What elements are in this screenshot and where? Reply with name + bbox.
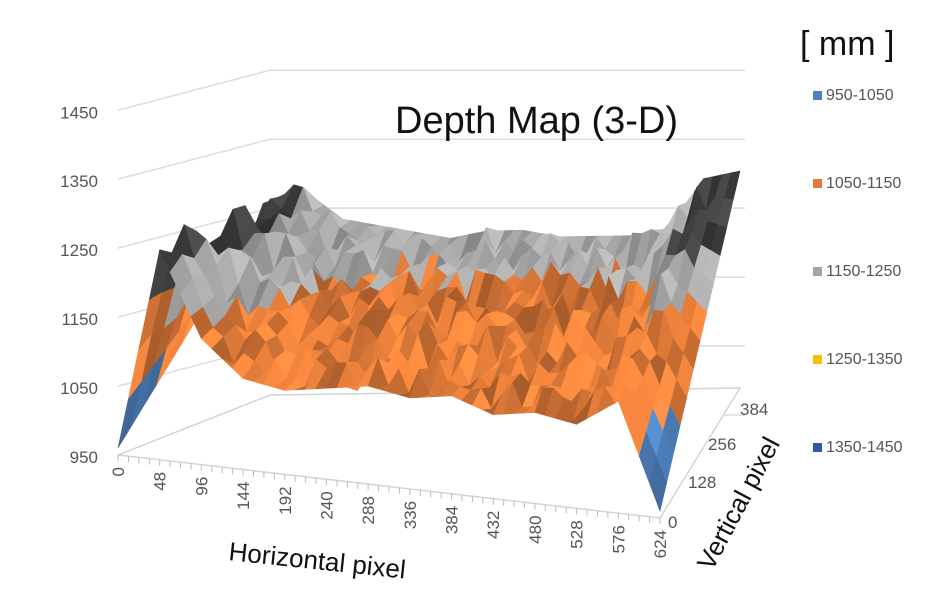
chart-title: Depth Map (3-D) (395, 100, 678, 142)
x-tick-label: 576 (609, 525, 628, 553)
x-tick-label: 528 (568, 520, 587, 548)
x-tick-label: 0 (109, 467, 128, 476)
x-axis-ticks: 0 48 96 144 192 240 288 336 384 432 480 528 576 624 (109, 467, 670, 558)
z-tick-label: 1350 (60, 172, 98, 191)
legend-swatch (813, 355, 822, 364)
depth-surface (117, 170, 741, 513)
legend: 950-1050 1050-1150 1150-1250 1250-1350 1350-… (813, 87, 903, 456)
z-tick-label: 1450 (60, 103, 98, 122)
y-tick-label: 128 (688, 473, 716, 492)
y-tick-label: 0 (668, 513, 677, 532)
surface-patch (649, 456, 668, 513)
unit-label: [ mm ] (800, 25, 894, 63)
z-gridline (117, 138, 745, 180)
x-tick-label: 624 (651, 530, 670, 558)
z-tick-label: 1250 (60, 241, 98, 260)
z-gridline (117, 69, 745, 111)
legend-label: 950-1050 (826, 87, 894, 104)
x-tick-label: 384 (443, 506, 462, 534)
legend-label: 1250-1350 (826, 351, 903, 368)
legend-label: 1350-1450 (826, 439, 903, 456)
legend-swatch (813, 91, 822, 100)
x-tick-label: 48 (151, 472, 170, 491)
y-tick-label: 256 (708, 435, 736, 454)
z-tick-label: 1050 (60, 379, 98, 398)
legend-swatch (813, 267, 822, 276)
x-tick-label: 288 (359, 496, 378, 524)
x-tick-label: 336 (401, 501, 420, 529)
legend-label: 1150-1250 (826, 263, 901, 280)
z-axis-ticks: 1450 1350 1250 1150 1050 950 (60, 103, 98, 467)
x-tick-label: 432 (484, 511, 503, 539)
legend-label: 1050-1150 (826, 175, 901, 192)
chart-floor (117, 387, 742, 524)
z-tick-label: 950 (70, 448, 98, 467)
x-tick-label: 480 (526, 515, 545, 543)
y-axis-label: Vertical pixel (691, 432, 786, 575)
floor-plane (117, 387, 742, 519)
x-tick-label: 96 (192, 477, 211, 496)
x-tick-label: 192 (276, 486, 295, 514)
x-tick-label: 240 (317, 491, 336, 519)
z-tick-label: 1150 (61, 310, 98, 329)
y-tick-label: 384 (740, 400, 768, 419)
x-tick-label: 144 (234, 482, 253, 510)
legend-swatch (813, 179, 822, 188)
legend-swatch (813, 443, 822, 452)
x-axis-label: Horizontal pixel (227, 536, 407, 584)
